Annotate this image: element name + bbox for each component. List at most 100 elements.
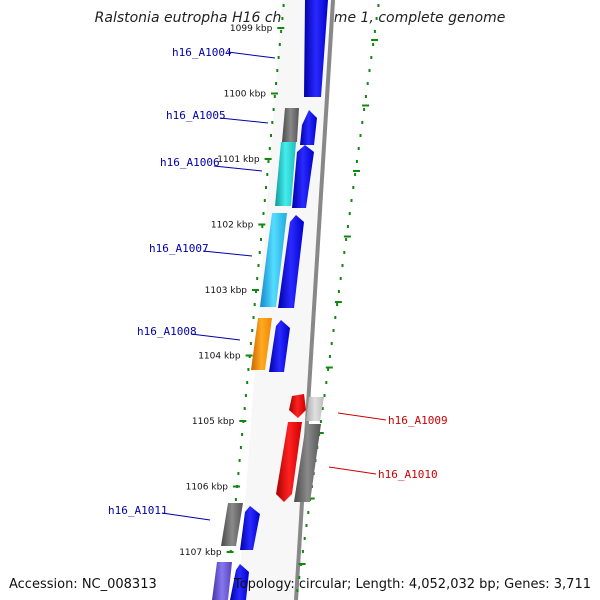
tick-dot [239,446,242,449]
tick-dot [266,173,269,176]
tick-dot [234,498,237,501]
tick-dot [345,238,348,241]
tick-dot [346,225,349,228]
tick-dot [275,82,278,85]
tick-dot [330,342,333,345]
gene-feature[interactable] [230,564,249,600]
tick-label: 1102 kbp [211,221,254,231]
gene-label[interactable]: h16_A1011 [108,504,168,517]
tick-dot [258,251,261,254]
tick-dot [354,173,357,176]
feature-color-track [212,108,299,600]
tick-dot [282,4,285,7]
tick-label: 1099 kbp [230,24,273,34]
tick-dot [256,277,259,280]
tick-label: 1106 kbp [186,483,229,493]
gc-band [212,562,232,600]
gc-band [260,213,287,307]
tick-dot [357,147,360,150]
gene-label[interactable]: h16_A1007 [149,242,209,255]
tick-dot [370,56,373,59]
gc-band [294,424,321,502]
tick-dot [377,4,380,7]
tick-dot [373,30,376,33]
tick-dot [361,121,364,124]
gene-feature[interactable] [289,394,306,418]
tick-dot [253,303,256,306]
gene-label[interactable]: h16_A1008 [137,325,197,338]
tick-dot [368,69,371,72]
tick-dot [332,329,335,332]
gene-label[interactable]: h16_A1004 [172,46,232,59]
tick-dot [277,56,280,59]
tick-dot [305,524,308,527]
gene-feature[interactable] [278,215,304,308]
tick-dot [246,381,249,384]
gene-label[interactable]: h16_A1005 [166,109,226,122]
tick-dot [262,212,265,215]
tick-label: 1103 kbp [205,286,248,296]
gc-band [306,397,324,421]
tick-dot [272,108,275,111]
gene-feature[interactable] [276,422,302,502]
tick-dot [341,264,344,267]
tick-dot [352,186,355,189]
tick-dot [343,251,346,254]
tick-label: 1100 kbp [224,90,267,100]
gc-band [275,142,296,206]
tick-dot [243,407,246,410]
gene-label[interactable]: h16_A1009 [388,414,448,427]
tick-dot [244,394,247,397]
tick-label: 1107 kbp [179,548,222,558]
tick-dot [337,290,340,293]
tick-dot [327,368,330,371]
tick-dot [375,17,378,20]
gene-feature[interactable] [304,0,328,97]
tick-dot [273,95,276,98]
tick-dot [296,589,299,592]
tick-dot [251,329,254,332]
position-ticks: 1099 kbp 1100 kbp 1101 kbp 1102 kbp 1103 kbp… [179,24,379,565]
tick-dot [252,316,255,319]
tick-dot [303,537,306,540]
tick-dot [257,264,260,267]
gc-band [282,108,299,142]
tick-dot [334,316,337,319]
tick-dot [281,17,284,20]
tick-dot [364,95,367,98]
tick-dot [359,134,362,137]
tick-dot [280,30,283,33]
gene-label[interactable]: h16_A1006 [160,156,220,169]
tick-dot [263,199,266,202]
reverse-gene-track [276,394,324,502]
tick-dot [366,82,369,85]
gene-feature[interactable] [269,320,290,372]
tick-dot [268,147,271,150]
gene-label[interactable]: h16_A1010 [378,468,438,481]
tick-dot [348,212,351,215]
tick-label: 1105 kbp [192,417,235,427]
tick-dot [247,368,250,371]
gc-band [221,503,243,546]
forward-gene-track [230,0,328,600]
accession-text: Accession: NC_008313 [9,577,157,592]
tick-dot [298,576,301,579]
tick-dot [267,160,270,163]
tick-dot [336,303,339,306]
tick-dot [323,394,326,397]
tick-dot [249,342,252,345]
tick-dot [372,43,375,46]
gene-feature[interactable] [300,110,317,145]
tick-dot [339,277,342,280]
tick-dot [261,225,264,228]
tick-dot [260,238,262,241]
tick-dot [255,290,257,293]
tick-dot [307,511,310,514]
tick-dot [270,134,272,137]
gene-feature[interactable] [240,506,260,550]
tick-dot [278,43,281,46]
tick-dot [363,108,366,111]
tick-dot [271,121,274,124]
gene-feature[interactable] [292,145,314,208]
